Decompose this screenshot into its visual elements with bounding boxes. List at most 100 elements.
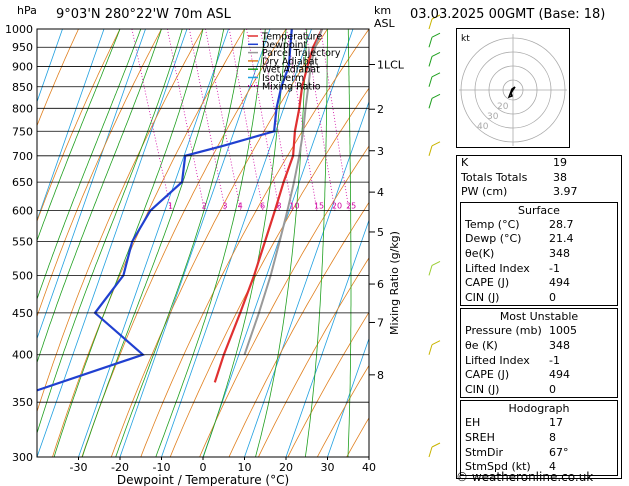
legend-label: Temperature bbox=[261, 32, 322, 43]
surface-row: Temp (°C) 28.7 bbox=[465, 217, 574, 231]
isotherm-line bbox=[119, 29, 271, 457]
hpa-unit-label: hPa bbox=[17, 4, 37, 17]
wind-barb-flag bbox=[431, 93, 441, 99]
hodograph-ring-20: 20 bbox=[497, 102, 509, 112]
copyright-notice: © weatheronline.co.uk bbox=[456, 470, 594, 484]
mixing-ratio-line bbox=[260, 29, 293, 211]
mixing-ratio-axis-label: Mixing Ratio (g/kg) bbox=[388, 231, 401, 335]
wet-adiabat-line bbox=[347, 29, 352, 457]
dry-adiabat-line bbox=[258, 257, 369, 457]
wet-adiabat-line bbox=[81, 29, 225, 457]
mixing-ratio-label: 10 bbox=[289, 202, 299, 211]
mixing-ratio-label: 6 bbox=[260, 202, 265, 211]
wind-barb bbox=[428, 18, 433, 30]
mixing-ratio-label: 15 bbox=[314, 202, 324, 211]
wet-adiabat-line bbox=[155, 29, 266, 457]
km-tick-label: 3 bbox=[377, 145, 384, 158]
hodograph-row: StmDir 67° bbox=[465, 445, 569, 459]
hodograph-row: EH 17 bbox=[465, 416, 563, 430]
surface-row: θe(K) 348 bbox=[465, 246, 570, 260]
pressure-tick-label: 750 bbox=[12, 125, 33, 138]
wind-barb bbox=[428, 265, 433, 276]
temperature-tick-label: 40 bbox=[362, 461, 376, 474]
km-tick-label: 4 bbox=[377, 186, 384, 199]
mixing-ratio-line bbox=[246, 29, 280, 211]
isotherm-line bbox=[37, 29, 188, 457]
isotherm-line bbox=[202, 29, 354, 457]
wind-barb-flag bbox=[431, 14, 441, 20]
temperature-tick-label: 20 bbox=[279, 461, 293, 474]
most-unstable-row: Lifted Index -1 bbox=[465, 353, 560, 367]
temperature-tick-label: 0 bbox=[200, 461, 207, 474]
hodograph-title: Hodograph bbox=[508, 402, 570, 416]
km-unit-label: km bbox=[374, 4, 392, 17]
wind-barb bbox=[428, 56, 433, 67]
hodograph-row: SREH 8 bbox=[465, 430, 556, 444]
series-dewpoint bbox=[37, 29, 293, 392]
isotherm-line bbox=[37, 29, 105, 222]
pressure-tick-label: 700 bbox=[12, 150, 33, 163]
wind-barb bbox=[428, 446, 433, 458]
km-tick-label: 8 bbox=[377, 369, 384, 382]
pressure-tick-label: 1000 bbox=[5, 23, 33, 36]
datetime-title: 03.03.2025 00GMT (Base: 18) bbox=[410, 7, 606, 22]
km-tick-label: 6 bbox=[377, 278, 384, 291]
dry-adiabat-line bbox=[287, 311, 369, 457]
wind-barb bbox=[428, 98, 433, 109]
index-row: Totals Totals 38 bbox=[461, 170, 567, 184]
most-unstable-section: Most Unstable Pressure (mb) 1005 θe (K) 34… bbox=[460, 308, 618, 399]
pressure-tick-label: 450 bbox=[12, 307, 33, 320]
surface-row: Lifted Index -1 bbox=[465, 261, 560, 275]
wet-adiabat-line bbox=[37, 29, 183, 435]
wind-barb-flag bbox=[431, 72, 441, 78]
hodograph-rings: kt 40 30 20 bbox=[459, 34, 567, 146]
mixing-ratio-label: 20 bbox=[332, 202, 342, 211]
hodograph-ring-40: 40 bbox=[477, 122, 489, 132]
wet-adiabat-line bbox=[53, 29, 204, 457]
most-unstable-title: Most Unstable bbox=[499, 310, 579, 324]
dry-adiabat-line bbox=[140, 29, 369, 457]
pressure-tick-label: 650 bbox=[12, 176, 33, 189]
surface-section: Surface Temp (°C) 28.7 Dewp (°C) 21.4 θe(K… bbox=[460, 201, 618, 307]
pressure-tick-label: 850 bbox=[12, 81, 33, 94]
wind-barb bbox=[428, 76, 433, 87]
surface-row: CIN (J) 0 bbox=[465, 290, 556, 304]
isotherm-line bbox=[78, 29, 229, 457]
x-axis-label: Dewpoint / Temperature (°C) bbox=[117, 473, 289, 486]
pressure-tick-label: 300 bbox=[12, 451, 33, 464]
wind-barb-flag bbox=[431, 32, 441, 38]
mixing-ratio-line bbox=[305, 29, 336, 211]
legend-label: Dry Adiabat bbox=[262, 56, 319, 67]
mixing-ratio-label: 2 bbox=[202, 202, 207, 211]
asl-unit-label: ASL bbox=[374, 17, 395, 30]
surface-row: CAPE (J) 494 bbox=[465, 276, 570, 290]
temperature-tick-label: 30 bbox=[321, 461, 335, 474]
temperature-tick-label: -30 bbox=[70, 461, 88, 474]
hodograph-section: Hodograph EH 17 SREH 8 StmDir 67° StmSpd (k… bbox=[460, 400, 618, 476]
wind-barb bbox=[428, 145, 433, 156]
mixing-ratio-line bbox=[228, 29, 264, 211]
most-unstable-row: Pressure (mb) 1005 bbox=[465, 324, 577, 338]
temperature-tick-label: -10 bbox=[153, 461, 171, 474]
mixing-ratio-line bbox=[131, 29, 172, 211]
mixing-ratio-label: 3 bbox=[222, 202, 227, 211]
wind-barb-flag bbox=[431, 52, 441, 57]
wind-barb-flag bbox=[431, 442, 441, 448]
mixing-ratio-line bbox=[167, 29, 205, 211]
most-unstable-row: CAPE (J) 494 bbox=[465, 368, 570, 382]
wind-barb bbox=[428, 37, 433, 48]
dry-adiabat-line bbox=[110, 29, 328, 457]
km-tick-label: 7 bbox=[377, 316, 384, 329]
mixing-ratio-label: 1 bbox=[168, 202, 173, 211]
surface-row: Dewp (°C) 21.4 bbox=[465, 232, 574, 246]
index-row: K 19 bbox=[461, 156, 567, 169]
pressure-tick-label: 350 bbox=[12, 396, 33, 409]
wet-adiabat-line bbox=[368, 29, 369, 42]
wind-barb-flag bbox=[431, 260, 441, 266]
legend-label: Wet Adiabat bbox=[262, 65, 320, 76]
most-unstable-row: CIN (J) 0 bbox=[465, 382, 556, 396]
most-unstable-row: θe (K) 348 bbox=[465, 338, 570, 352]
legend-label: Mixing Ratio bbox=[262, 81, 321, 92]
isotherm-line bbox=[244, 100, 369, 457]
isotherm-line bbox=[161, 29, 312, 457]
